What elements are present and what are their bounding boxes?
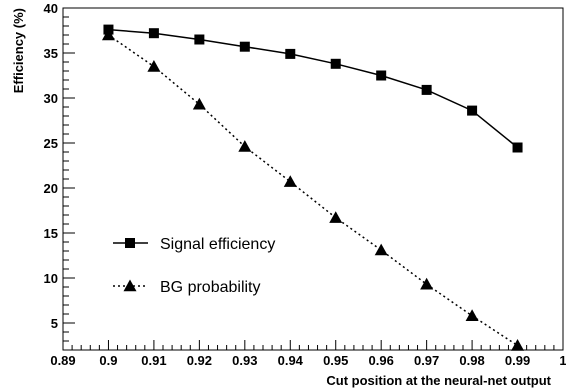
x-tick-label: 0.89 bbox=[50, 353, 75, 368]
y-tick-label: 15 bbox=[44, 226, 58, 241]
x-tick-label: 0.95 bbox=[323, 353, 348, 368]
x-tick-label: 0.91 bbox=[141, 353, 166, 368]
data-point bbox=[512, 142, 523, 153]
y-tick-label: 25 bbox=[44, 136, 58, 151]
y-tick-label: 35 bbox=[44, 46, 58, 61]
x-axis-label: Cut position at the neural-net output bbox=[326, 373, 551, 388]
x-tick-label: 0.98 bbox=[459, 353, 484, 368]
legend-label: Signal efficiency bbox=[160, 236, 275, 253]
legend-marker bbox=[125, 238, 135, 248]
data-point bbox=[238, 140, 252, 152]
data-point bbox=[147, 60, 161, 72]
series-signal-efficiency bbox=[103, 24, 523, 153]
series-line bbox=[108, 34, 518, 347]
x-tick-label: 1 bbox=[559, 353, 566, 368]
y-tick-label: 40 bbox=[44, 1, 58, 16]
data-point bbox=[465, 309, 479, 321]
data-point bbox=[374, 243, 388, 256]
axis-ticks: 0.89 0.9 0.91 0.92 0.93 0.94 0.95 0.96 0.97 0.98 0… bbox=[44, 1, 566, 368]
data-point bbox=[285, 48, 296, 59]
y-tick-label: 5 bbox=[51, 316, 58, 331]
data-point bbox=[511, 339, 525, 351]
x-tick-label: 0.96 bbox=[369, 353, 394, 368]
x-tick-label: 0.93 bbox=[232, 353, 257, 368]
data-point bbox=[421, 84, 432, 95]
data-point bbox=[239, 41, 250, 52]
x-tick-label: 0.92 bbox=[187, 353, 212, 368]
data-point bbox=[376, 70, 387, 81]
series-line bbox=[108, 28, 519, 149]
data-point bbox=[467, 105, 478, 116]
series-bg-probability bbox=[101, 28, 525, 351]
legend-label: BG probability bbox=[160, 279, 261, 296]
x-tick-label: 0.94 bbox=[278, 353, 304, 368]
y-tick-label: 20 bbox=[44, 181, 58, 196]
data-point bbox=[283, 175, 297, 187]
data-point bbox=[148, 28, 159, 39]
series-group bbox=[101, 24, 525, 351]
data-point bbox=[192, 97, 206, 110]
data-point bbox=[329, 211, 343, 223]
y-tick-label: 10 bbox=[44, 271, 58, 286]
x-tick-label: 0.99 bbox=[505, 353, 530, 368]
legend-marker bbox=[123, 279, 137, 292]
y-axis-label: Efficiency (%) bbox=[11, 8, 26, 93]
legend: Signal efficiency BG probability bbox=[113, 236, 275, 296]
y-tick-label: 30 bbox=[44, 91, 58, 106]
data-point bbox=[420, 277, 434, 290]
data-point bbox=[194, 34, 205, 45]
x-tick-label: 0.97 bbox=[414, 353, 439, 368]
x-tick-label: 0.9 bbox=[99, 353, 117, 368]
data-point bbox=[330, 58, 341, 69]
data-point bbox=[101, 28, 115, 41]
